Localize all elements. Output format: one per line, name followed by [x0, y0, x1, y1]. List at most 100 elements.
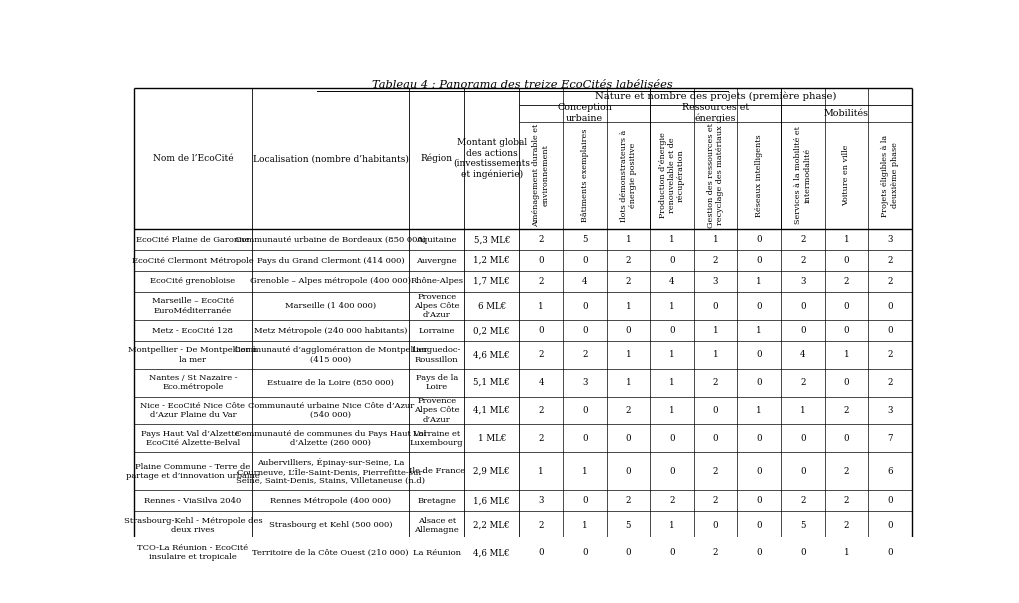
Text: 0: 0 — [756, 350, 761, 359]
Text: Communauté d’agglomération de Montpellier
(415 000): Communauté d’agglomération de Montpellie… — [233, 346, 427, 364]
Text: Metz - EcoCité 128: Metz - EcoCité 128 — [153, 327, 233, 335]
Text: Strasbourg-Kehl - Métropole des
deux rives: Strasbourg-Kehl - Métropole des deux riv… — [123, 517, 262, 534]
Text: 1,6 ML€: 1,6 ML€ — [473, 496, 510, 505]
Text: 0: 0 — [712, 520, 717, 529]
Text: 2: 2 — [538, 434, 543, 443]
Text: 5: 5 — [799, 520, 805, 529]
Text: 0: 0 — [756, 467, 761, 476]
Text: 4: 4 — [799, 350, 805, 359]
Text: 0: 0 — [756, 434, 761, 443]
Text: 2: 2 — [668, 496, 674, 505]
Text: 4,6 ML€: 4,6 ML€ — [473, 350, 510, 359]
Text: Production d’énergie
renouvelable et de
récupération: Production d’énergie renouvelable et de … — [658, 133, 685, 218]
Text: 2: 2 — [843, 406, 848, 415]
Text: 2: 2 — [625, 406, 631, 415]
Text: 0: 0 — [756, 496, 761, 505]
Text: 1: 1 — [843, 235, 849, 244]
Text: 5: 5 — [582, 235, 587, 244]
Text: Rhône-Alpes: Rhône-Alpes — [410, 277, 463, 285]
Text: 1: 1 — [799, 406, 805, 415]
Text: 0: 0 — [799, 434, 805, 443]
Text: Conception
urbaine: Conception urbaine — [556, 104, 611, 123]
Text: 2: 2 — [712, 467, 717, 476]
Text: 0: 0 — [887, 548, 892, 557]
Text: 0: 0 — [625, 548, 631, 557]
Text: 2: 2 — [799, 256, 805, 265]
Text: 2: 2 — [799, 235, 805, 244]
Text: EcoCité Clermont Métropole: EcoCité Clermont Métropole — [132, 257, 254, 265]
Text: 0: 0 — [538, 256, 543, 265]
Text: Ile de France: Ile de France — [409, 467, 465, 475]
Text: 1 ML€: 1 ML€ — [477, 434, 505, 443]
Text: 1: 1 — [538, 302, 543, 311]
Text: 2: 2 — [625, 277, 631, 286]
Text: Provence
Alpes Côte
d’Azur: Provence Alpes Côte d’Azur — [414, 293, 459, 319]
Text: Réseaux intelligents: Réseaux intelligents — [754, 134, 762, 217]
Text: 3: 3 — [538, 496, 543, 505]
Text: 1: 1 — [668, 406, 675, 415]
Text: Ilots démonstrateurs à
énergie positive: Ilots démonstrateurs à énergie positive — [620, 130, 636, 222]
Text: Lorraine: Lorraine — [418, 327, 454, 335]
Text: 2: 2 — [625, 256, 631, 265]
Text: 3: 3 — [887, 235, 892, 244]
Text: 2: 2 — [712, 548, 717, 557]
Text: 0: 0 — [843, 326, 849, 335]
Text: 0: 0 — [712, 434, 717, 443]
Text: 2,2 ML€: 2,2 ML€ — [473, 520, 510, 529]
Text: Localisation (nombre d’habitants): Localisation (nombre d’habitants) — [253, 154, 409, 163]
Text: TCO-La Réunion - EcoCité
insulaire et tropicale: TCO-La Réunion - EcoCité insulaire et tr… — [138, 545, 249, 561]
Text: 2: 2 — [887, 378, 892, 387]
Text: 2: 2 — [843, 277, 848, 286]
Text: 0: 0 — [843, 434, 849, 443]
Text: Gestion des ressources et
recyclage des matériaux: Gestion des ressources et recyclage des … — [706, 123, 723, 228]
Text: 6 ML€: 6 ML€ — [477, 302, 505, 311]
Text: Pays Haut Val d’Alzette -
EcoCité Alzette-Belval: Pays Haut Val d’Alzette - EcoCité Alzett… — [141, 429, 245, 447]
Text: 0: 0 — [712, 406, 717, 415]
Text: 0: 0 — [756, 548, 761, 557]
Text: Marseille (1 400 000): Marseille (1 400 000) — [285, 302, 376, 310]
Text: 0: 0 — [668, 326, 675, 335]
Text: 2: 2 — [625, 496, 631, 505]
Text: Aménagement durable et
environnement: Aménagement durable et environnement — [532, 124, 549, 227]
Text: 0: 0 — [887, 326, 892, 335]
Text: Territoire de la Côte Ouest (210 000): Territoire de la Côte Ouest (210 000) — [253, 549, 409, 557]
Text: 1: 1 — [712, 326, 717, 335]
Text: 2: 2 — [799, 496, 805, 505]
Text: 0: 0 — [799, 326, 805, 335]
Text: Nantes / St Nazaire -
Eco.métropole: Nantes / St Nazaire - Eco.métropole — [149, 374, 237, 391]
Text: Communauté urbaine Nice Côte d’Azur
(540 000): Communauté urbaine Nice Côte d’Azur (540… — [248, 402, 414, 419]
Text: Région: Région — [420, 154, 452, 163]
Text: Tableau 4 : Panorama des treize EcoCités labélisées: Tableau 4 : Panorama des treize EcoCités… — [372, 80, 673, 90]
Text: 0: 0 — [582, 496, 587, 505]
Text: 1: 1 — [582, 467, 587, 476]
Text: 0: 0 — [843, 302, 849, 311]
Text: 1: 1 — [625, 350, 631, 359]
Text: Bretagne: Bretagne — [417, 497, 455, 505]
Text: 2: 2 — [843, 520, 848, 529]
Text: Services à la mobilité et
intermodalité: Services à la mobilité et intermodalité — [794, 127, 810, 224]
Text: La Réunion: La Réunion — [413, 549, 461, 557]
Text: 0: 0 — [668, 256, 675, 265]
Text: 5,1 ML€: 5,1 ML€ — [473, 378, 510, 387]
Text: 1: 1 — [625, 302, 631, 311]
Text: 0: 0 — [799, 467, 805, 476]
Text: 1: 1 — [668, 235, 675, 244]
Text: 2: 2 — [887, 277, 892, 286]
Text: Metz Métropole (240 000 habitants): Metz Métropole (240 000 habitants) — [254, 327, 407, 335]
Text: 0: 0 — [582, 548, 587, 557]
Text: 5,3 ML€: 5,3 ML€ — [473, 235, 510, 244]
Text: 0: 0 — [756, 235, 761, 244]
Text: EcoCité Plaine de Garonne: EcoCité Plaine de Garonne — [137, 236, 250, 244]
Text: 0: 0 — [582, 302, 587, 311]
Text: 1: 1 — [843, 350, 849, 359]
Text: 0: 0 — [756, 378, 761, 387]
Text: Lorraine et
Luxembourg: Lorraine et Luxembourg — [410, 429, 463, 447]
Text: 0: 0 — [756, 256, 761, 265]
Text: 1: 1 — [712, 350, 717, 359]
Text: 1,7 ML€: 1,7 ML€ — [473, 277, 510, 286]
Text: 1: 1 — [712, 235, 717, 244]
Text: EcoCité grenobloise: EcoCité grenobloise — [150, 277, 235, 285]
Text: 2: 2 — [887, 256, 892, 265]
Text: 0: 0 — [799, 548, 805, 557]
Text: 2: 2 — [712, 496, 717, 505]
